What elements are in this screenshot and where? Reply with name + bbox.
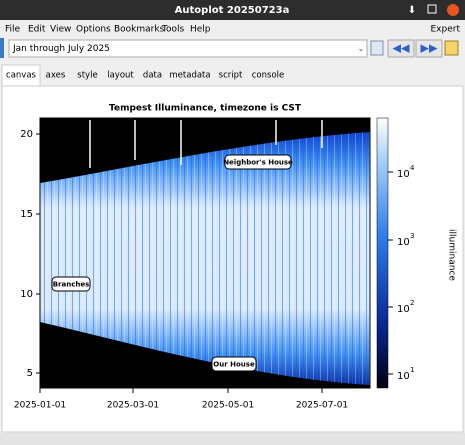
menu-item[interactable]: Edit	[28, 25, 46, 35]
combo-arrow[interactable]: ⌄	[358, 44, 365, 53]
tab[interactable]: style	[77, 71, 97, 81]
annotation: Our House	[213, 361, 255, 369]
window-title: Autoplot 20250723a	[175, 5, 290, 16]
colorbar-tick-exp: 2	[410, 299, 414, 307]
tab[interactable]: canvas	[6, 71, 37, 81]
x-tick-label: 2025-05-01	[202, 401, 254, 411]
menu-item[interactable]: View	[50, 25, 71, 35]
colorbar-tick-base: 10	[397, 237, 410, 248]
plot-title: Tempest Illuminance, timezone is CST	[109, 104, 302, 114]
tab[interactable]: layout	[107, 71, 134, 81]
range-combo[interactable]	[8, 39, 368, 58]
plot-frame	[39, 117, 371, 389]
range-text[interactable]: Jan through July 2025	[12, 44, 110, 54]
menu-expert[interactable]: Expert	[431, 25, 461, 35]
colorbar-tick-base: 10	[397, 371, 410, 382]
colorbar	[376, 117, 389, 389]
menu-item[interactable]: Bookmarks	[114, 25, 165, 35]
spectrogram-texture	[40, 132, 370, 385]
x-tick-label: 2025-03-01	[107, 401, 159, 411]
menu-bar	[0, 20, 465, 37]
x-tick-label: 2025-01-01	[14, 401, 66, 411]
annotation-box	[211, 356, 257, 372]
tab[interactable]: axes	[46, 71, 66, 81]
menu-item[interactable]: File	[5, 25, 21, 35]
tab[interactable]: data	[143, 71, 162, 81]
annotation-box	[224, 154, 292, 170]
y-tick-label: 15	[20, 209, 33, 220]
status-bar	[0, 433, 465, 445]
y-tick-label: 10	[20, 289, 33, 300]
y-tick-label: 5	[27, 368, 33, 379]
spectrogram-streaks	[89, 120, 323, 168]
tab[interactable]: metadata	[169, 71, 210, 81]
y-tick-label: 20	[20, 129, 33, 140]
menu-item[interactable]: Help	[190, 25, 211, 35]
tab[interactable]: console	[252, 71, 284, 81]
calendar-button[interactable]	[370, 40, 384, 56]
title-bar	[0, 0, 465, 20]
annotation-box	[51, 276, 91, 292]
menu-item[interactable]: Tools	[161, 25, 184, 35]
colorbar-tick-exp: 3	[410, 232, 414, 240]
prev-button[interactable]	[387, 39, 415, 58]
next-button[interactable]	[415, 39, 443, 58]
maximize-button[interactable]	[427, 4, 437, 14]
colorbar-tick-exp: 1	[410, 366, 414, 374]
prev-icon: ◀◀	[393, 42, 410, 55]
colorbar-tick-exp: 4	[410, 164, 415, 172]
menu-item[interactable]: Options	[76, 25, 111, 35]
app-icon	[0, 38, 4, 58]
annotation: Neighbor's House	[223, 159, 293, 167]
annotation: Branches	[53, 281, 90, 289]
close-button[interactable]	[447, 4, 459, 16]
colorbar-tick-base: 10	[397, 169, 410, 180]
bookmark-button[interactable]	[444, 40, 459, 56]
colorbar-tick-base: 10	[397, 304, 410, 315]
colorbar-label: illuminance	[447, 229, 457, 281]
next-icon: ▶▶	[421, 42, 438, 55]
x-tick-label: 2025-07-01	[296, 401, 348, 411]
tab[interactable]: script	[219, 71, 243, 81]
minimize-button[interactable]: ⬇	[408, 5, 416, 16]
